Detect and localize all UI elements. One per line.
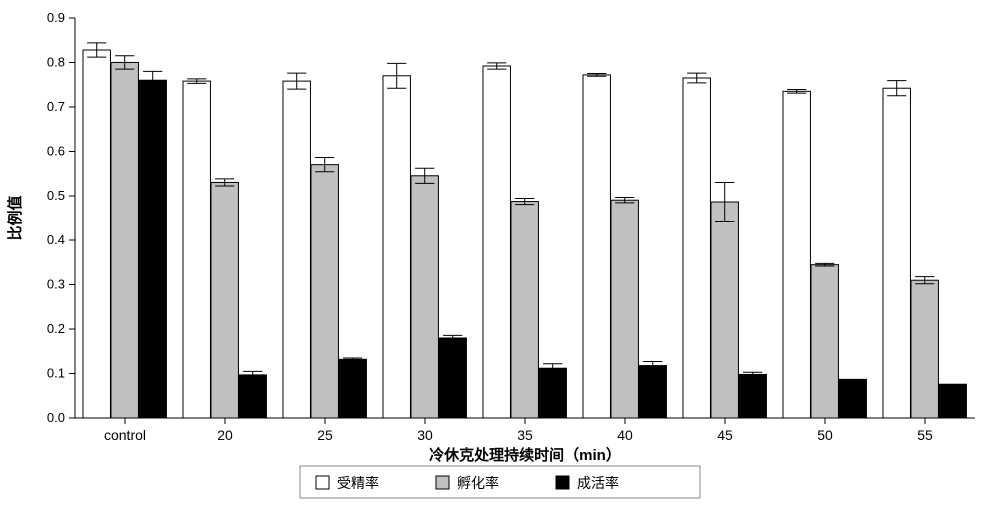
y-tick-label: 0.5	[47, 188, 65, 203]
bar-s3	[239, 375, 266, 418]
bar-s1	[83, 50, 110, 418]
x-tick-label: 20	[217, 427, 233, 443]
x-tick-label: 30	[417, 427, 433, 443]
x-axis-title: 冷休克处理持续时间（min）	[429, 446, 621, 464]
x-tick-label: control	[104, 427, 146, 443]
bar-chart: 0.0 0.1 0.2 0.3 0.4 0.5 0.6 0.7 0.8 0.9 比例值 control…	[0, 0, 1000, 511]
bar-s3	[539, 368, 566, 418]
x-tick-label: 45	[717, 427, 733, 443]
figure-root: 0.0 0.1 0.2 0.3 0.4 0.5 0.6 0.7 0.8 0.9 比例值 control…	[0, 0, 1000, 511]
x-tick-label: 40	[617, 427, 633, 443]
y-tick-label: 0.7	[47, 99, 65, 114]
bar-s2	[811, 265, 838, 418]
bar-s1	[483, 66, 510, 418]
bar-s2	[111, 62, 138, 418]
legend-swatch-s2	[436, 476, 449, 489]
legend-label-s2: 孵化率	[457, 475, 499, 491]
bar-s1	[883, 88, 910, 418]
x-tick-label: 55	[917, 427, 933, 443]
y-tick-label: 0.4	[47, 232, 65, 247]
bar-s2	[511, 202, 538, 418]
y-tick-label: 0.3	[47, 277, 65, 292]
y-tick-label: 0.1	[47, 366, 65, 381]
bar-s1	[683, 78, 710, 418]
bar-s2	[411, 176, 438, 418]
legend-label-s3: 成活率	[577, 475, 619, 491]
legend-label-s1: 受精率	[337, 475, 379, 491]
legend-swatch-s3	[556, 476, 569, 489]
y-tick-label: 0.2	[47, 321, 65, 336]
bar-s2	[711, 202, 738, 418]
bar-s1	[383, 76, 410, 418]
bar-s1	[283, 81, 310, 418]
bar-s3	[139, 80, 166, 418]
bar-s3	[939, 384, 966, 418]
bar-s1	[583, 75, 610, 418]
bar-s3	[639, 366, 666, 418]
bar-s3	[439, 338, 466, 418]
bar-s1	[783, 91, 810, 418]
bar-s1	[183, 81, 210, 418]
x-tick-label: 50	[817, 427, 833, 443]
y-tick-label: 0.8	[47, 54, 65, 69]
y-tick-label: 0.0	[47, 410, 65, 425]
y-tick-label: 0.9	[47, 10, 65, 25]
x-tick-label: 35	[517, 427, 533, 443]
bar-s2	[211, 182, 238, 418]
bar-s3	[739, 374, 766, 418]
y-tick-label: 0.6	[47, 143, 65, 158]
bar-s2	[611, 200, 638, 418]
bar-s2	[311, 165, 338, 418]
bar-s3	[339, 359, 366, 418]
y-axis-title: 比例值	[6, 195, 24, 240]
x-tick-label: 25	[317, 427, 333, 443]
bar-s3	[839, 379, 866, 418]
legend-swatch-s1	[316, 476, 329, 489]
bar-s2	[911, 280, 938, 418]
